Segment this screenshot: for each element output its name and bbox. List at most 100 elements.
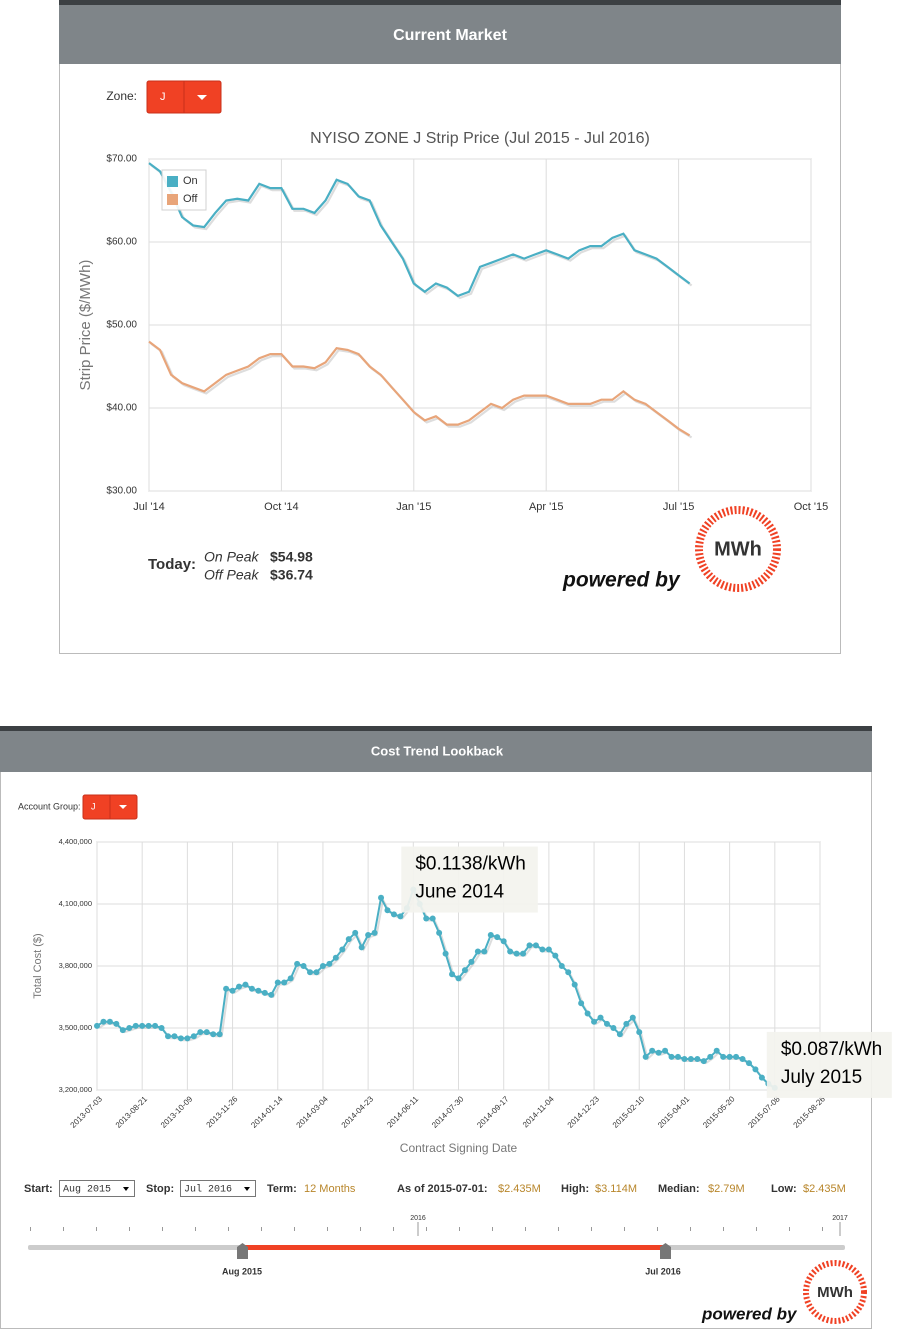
point [733,1053,740,1060]
point [339,946,346,953]
point [216,1031,223,1038]
point [591,1018,598,1025]
powered-by: powered by [562,569,681,592]
zone-select[interactable]: J [146,80,222,114]
logo-ring [803,1260,867,1324]
point [345,936,352,943]
point [720,1053,727,1060]
point [442,950,449,957]
point [171,1033,178,1040]
start-label: Start: [24,1183,53,1195]
chart-title: NYISO ZONE J Strip Price (Jul 2015 - Jul… [310,130,650,147]
zone-value[interactable]: J [160,91,166,103]
stop-value[interactable]: Jul 2016 [184,1184,232,1196]
point [300,963,307,969]
point [526,942,533,949]
stop-select[interactable] [180,1180,256,1197]
strip-chart: NYISO ZONE J Strip Price (Jul 2015 - Jul… [77,130,828,513]
slider[interactable]: 2016 2017 Aug 2015 Jul 2016 [28,1215,848,1277]
point [681,1056,688,1062]
point [268,991,275,998]
start-select[interactable] [59,1180,135,1197]
point [565,969,572,976]
asof-label: As of 2015-07-01: [397,1183,488,1195]
logo-ring [695,506,781,592]
slider-range[interactable] [242,1245,665,1250]
slider-handle[interactable] [660,1243,671,1259]
low-value: $2.435M [803,1183,846,1195]
point [203,1029,210,1036]
point [119,1027,126,1034]
point [758,1074,765,1081]
point [287,975,294,982]
y-tick-label: $40.00 [106,403,137,414]
low-label: Low: [771,1183,797,1195]
logo-disc [706,517,770,581]
median-label: Median: [658,1183,700,1195]
point [371,929,378,936]
market-header [59,0,841,64]
point [436,929,443,936]
point [126,1025,133,1031]
x-tick-label: Jul '15 [663,501,694,513]
point [584,1010,591,1017]
point [623,1020,630,1027]
point [694,1056,701,1062]
point [197,1029,204,1036]
term-label: Term: [267,1183,297,1195]
off-peak-value: $36.74 [270,567,313,583]
group-select[interactable]: J [82,794,138,820]
group-value[interactable]: J [91,801,96,811]
point [468,958,475,965]
x-axis-label: Contract Signing Date [400,1141,518,1155]
annotation-box [766,1031,892,1098]
point [494,934,501,941]
slider-handle[interactable] [237,1243,248,1259]
point [152,1022,159,1029]
group-caret [119,805,127,809]
point [739,1056,746,1062]
point [384,907,391,914]
legend-label: On [183,175,198,187]
point [610,1025,617,1031]
point [229,987,236,994]
legend-label: Off [183,193,198,205]
slider-label: 2017 [832,1215,848,1222]
point [352,929,359,936]
point [132,1022,139,1029]
start-caret [123,1187,129,1191]
point [261,989,268,996]
start-value[interactable]: Aug 2015 [63,1185,111,1196]
stop-label: Stop: [146,1183,174,1195]
point [281,979,288,986]
point [113,1020,120,1027]
annotation: June 2014 [415,882,504,903]
point [500,938,507,945]
point [662,1047,669,1054]
point [236,983,243,990]
point [313,969,320,976]
point [687,1056,694,1062]
point [745,1060,752,1067]
point [461,967,468,974]
point [752,1066,759,1073]
point [165,1033,172,1040]
x-tick-label: Apr '15 [529,501,564,513]
point [326,960,333,967]
point [655,1049,662,1056]
zone-caret[interactable] [197,95,207,100]
logo: MWh [817,1284,853,1301]
high-label: High: [561,1183,589,1195]
point [242,981,249,988]
x-tick-label: Oct '14 [264,501,299,513]
point [642,1053,649,1060]
point [94,1022,100,1029]
point [578,1000,585,1007]
point [158,1025,165,1031]
point [449,971,456,978]
point [713,1047,720,1054]
y-tick-label: 3,200,000 [59,1085,92,1094]
y-tick-label: 3,800,000 [59,961,92,970]
series-line [148,162,691,298]
